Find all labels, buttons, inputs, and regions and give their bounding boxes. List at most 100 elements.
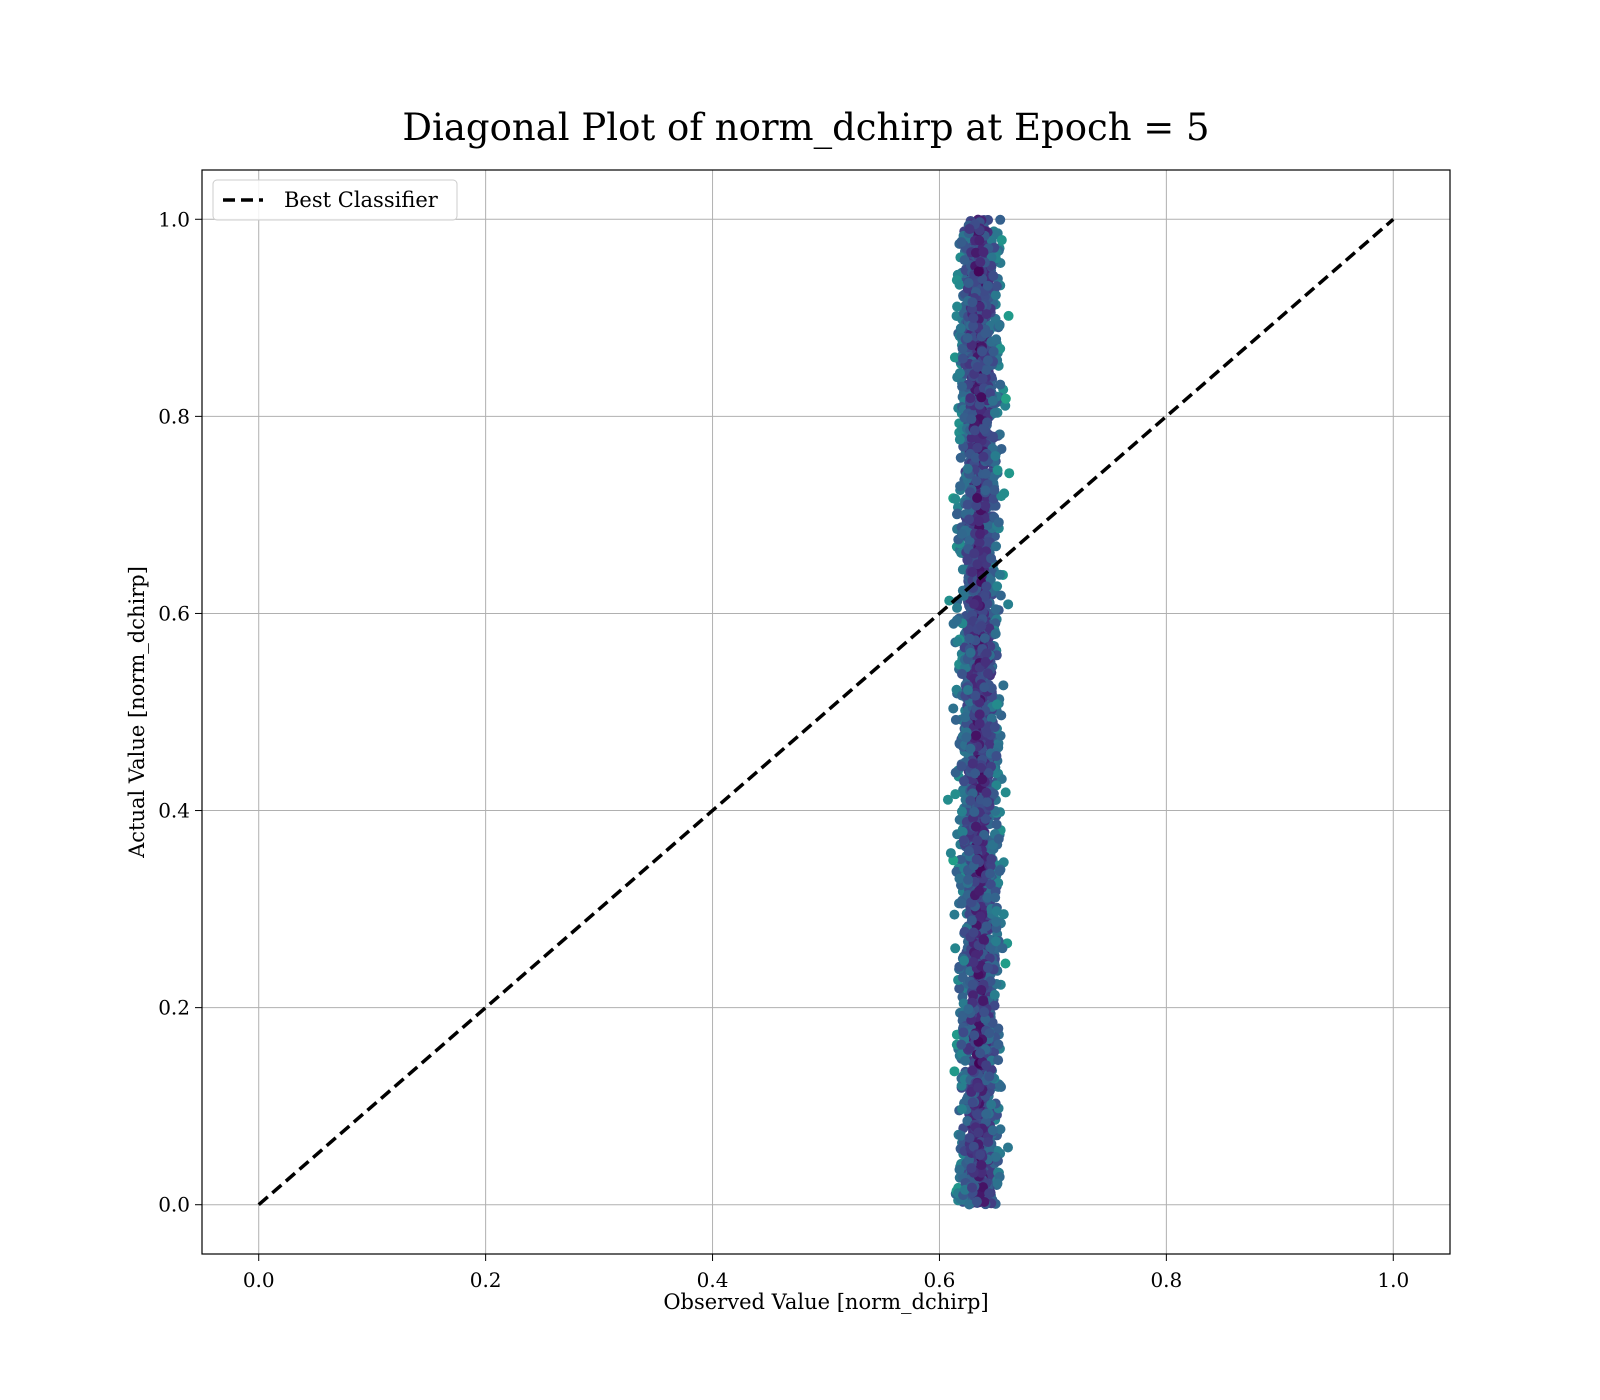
scatter-point	[968, 927, 979, 938]
scatter-point	[991, 699, 1002, 710]
scatter-point	[971, 1196, 982, 1207]
scatter-point	[975, 1149, 986, 1160]
y-tick-label: 1.0	[158, 207, 190, 231]
scatter-point	[976, 1167, 987, 1178]
scatter-point	[964, 633, 975, 644]
scatter-point	[974, 235, 985, 246]
best-classifier-line-group	[257, 217, 1395, 1207]
scatter-point	[950, 943, 961, 954]
scatter-point	[982, 417, 993, 428]
scatter-point	[970, 452, 981, 463]
scatter-point	[970, 768, 981, 779]
scatter-point	[975, 529, 986, 540]
scatter-point	[973, 516, 984, 527]
scatter-point	[979, 1196, 990, 1207]
scatter-point	[990, 604, 1001, 615]
scatter-point	[982, 892, 993, 903]
scatter-point	[994, 320, 1005, 331]
scatter-point	[964, 223, 975, 234]
scatter-point	[968, 990, 979, 1001]
scatter-point	[958, 835, 969, 846]
scatter-point	[972, 492, 983, 503]
x-axis-label: Observed Value [norm_dchirp]	[663, 1290, 988, 1314]
scatter-point	[991, 750, 1002, 761]
scatter-point	[973, 266, 984, 277]
scatter-point	[962, 554, 973, 565]
scatter-point	[978, 451, 989, 462]
scatter-point	[979, 633, 990, 644]
scatter-point	[974, 301, 985, 312]
scatter-point	[995, 590, 1006, 601]
scatter-point	[988, 270, 999, 281]
scatter-point	[994, 1080, 1005, 1091]
scatter-point	[952, 301, 963, 312]
scatter-point	[954, 983, 965, 994]
scatter-point	[964, 1132, 975, 1143]
scatter-point	[944, 595, 955, 606]
scatter-point	[993, 1055, 1004, 1066]
scatter-point	[957, 353, 968, 364]
scatter-point	[957, 1010, 968, 1021]
scatter-point	[972, 1109, 983, 1120]
scatter-point	[963, 846, 974, 857]
scatter-point	[986, 713, 997, 724]
scatter-point	[966, 915, 977, 926]
scatter-point	[949, 909, 960, 920]
scatter-point	[993, 833, 1004, 844]
scatter-point	[981, 921, 992, 932]
scatter-point	[988, 493, 999, 504]
scatter-point	[978, 1182, 989, 1193]
scatter-point	[983, 668, 994, 679]
scatter-point	[954, 1164, 965, 1175]
scatter-point	[975, 257, 986, 268]
scatter-point	[990, 1151, 1001, 1162]
scatter-point	[989, 485, 1000, 496]
x-tick-label: 0.6	[924, 1268, 956, 1292]
scatter-point	[962, 499, 973, 510]
scatter-point	[952, 602, 963, 613]
scatter-point	[957, 381, 968, 392]
scatter-point	[988, 788, 999, 799]
scatter-point	[991, 541, 1002, 552]
scatter-point	[956, 1104, 967, 1115]
scatter-point	[957, 564, 968, 575]
scatter-point	[981, 787, 992, 798]
scatter-point	[965, 795, 976, 806]
scatter-point	[972, 835, 983, 846]
scatter-point	[970, 247, 981, 258]
scatter-point	[971, 500, 982, 511]
scatter-point	[967, 758, 978, 769]
y-tick-label: 0.6	[158, 601, 190, 625]
scatter-point	[955, 323, 966, 334]
scatter-point	[988, 346, 999, 357]
scatter-point	[980, 485, 991, 496]
scatter-point	[981, 1060, 992, 1071]
scatter-point	[965, 647, 976, 658]
scatter-point	[990, 290, 1001, 301]
scatter-point	[971, 476, 982, 487]
scatter-point	[965, 393, 976, 404]
scatter-point	[950, 714, 961, 725]
scatter-point	[981, 1109, 992, 1120]
scatter-point	[982, 797, 993, 808]
chart-title: Diagonal Plot of norm_dchirp at Epoch = …	[402, 106, 1209, 150]
scatter-point	[993, 1039, 1004, 1050]
scatter-point	[1002, 1142, 1013, 1153]
scatter-point	[965, 487, 976, 498]
scatter-point	[969, 806, 980, 817]
scatter-point	[958, 1027, 969, 1038]
scatter-point	[976, 984, 987, 995]
scatter-point	[978, 247, 989, 258]
scatter-point	[967, 979, 978, 990]
scatter-point	[981, 581, 992, 592]
scatter-point	[968, 313, 979, 324]
scatter-point	[956, 898, 967, 909]
y-axis-ticks: 0.0 0.2 0.4 0.6 0.8 1.0	[158, 207, 202, 1217]
scatter-point	[991, 334, 1002, 345]
grid	[202, 170, 1450, 1254]
scatter-point	[942, 794, 953, 805]
scatter-point	[995, 379, 1006, 390]
x-tick-label: 0.0	[243, 1268, 275, 1292]
scatter-point	[979, 1007, 990, 1018]
